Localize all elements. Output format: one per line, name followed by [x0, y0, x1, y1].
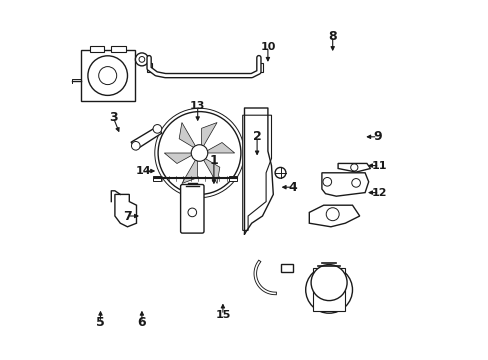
Polygon shape: [201, 156, 220, 184]
Text: 13: 13: [190, 101, 205, 111]
Bar: [111, 46, 125, 52]
Circle shape: [305, 266, 352, 313]
Text: 5: 5: [96, 316, 104, 329]
Text: 2: 2: [252, 130, 261, 143]
Polygon shape: [321, 173, 368, 196]
Text: 7: 7: [123, 210, 132, 222]
Circle shape: [135, 53, 148, 66]
Circle shape: [153, 125, 162, 133]
Polygon shape: [115, 194, 136, 227]
Circle shape: [131, 141, 140, 150]
FancyBboxPatch shape: [180, 185, 203, 233]
Text: 14: 14: [136, 166, 151, 176]
Polygon shape: [164, 153, 196, 163]
Text: 15: 15: [215, 310, 230, 320]
Polygon shape: [242, 115, 271, 230]
Polygon shape: [131, 126, 162, 149]
Polygon shape: [81, 50, 134, 101]
Polygon shape: [201, 122, 217, 150]
Circle shape: [275, 167, 285, 178]
Text: 1: 1: [209, 154, 218, 167]
Polygon shape: [182, 156, 197, 184]
Polygon shape: [309, 205, 359, 227]
Text: 9: 9: [373, 130, 381, 143]
Text: 10: 10: [260, 42, 275, 52]
Bar: [257, 63, 262, 72]
Bar: [229, 176, 237, 181]
Bar: [152, 176, 160, 181]
Polygon shape: [203, 143, 234, 153]
Text: 8: 8: [328, 30, 336, 42]
Text: 3: 3: [108, 111, 117, 123]
Circle shape: [158, 112, 241, 194]
Bar: [280, 264, 292, 272]
Bar: [312, 268, 345, 311]
Text: 11: 11: [371, 161, 386, 171]
Circle shape: [310, 265, 346, 301]
Circle shape: [325, 208, 339, 221]
Polygon shape: [179, 122, 197, 150]
Polygon shape: [337, 163, 370, 172]
Circle shape: [191, 145, 207, 161]
Text: 6: 6: [137, 316, 146, 329]
Text: 12: 12: [371, 188, 386, 198]
Bar: [146, 63, 152, 72]
Text: 4: 4: [288, 181, 297, 194]
Bar: [89, 46, 104, 52]
